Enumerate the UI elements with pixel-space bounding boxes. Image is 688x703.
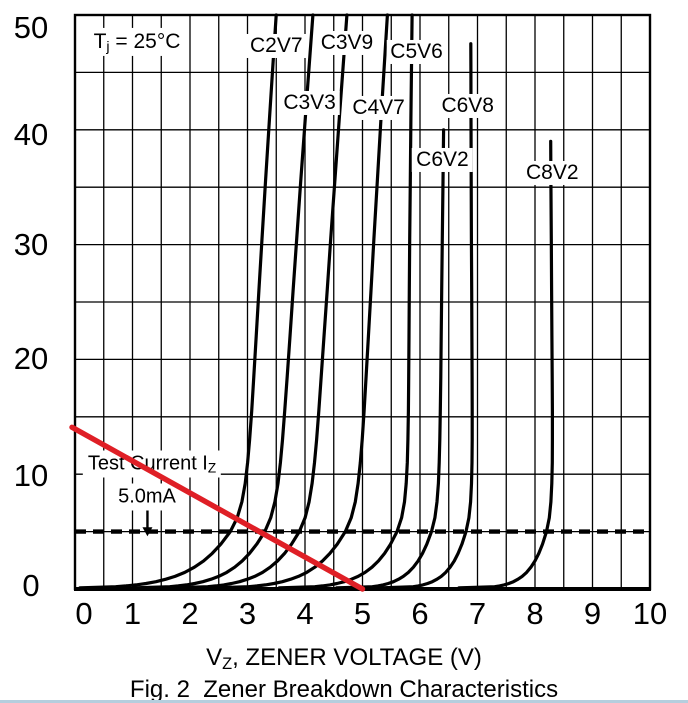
x-tick-label-10: 10 — [632, 596, 668, 631]
x-tick-label-9: 9 — [583, 596, 602, 631]
y-tick-label-50: 50 — [13, 10, 49, 45]
curve-label-C8V2: C8V2 — [521, 161, 583, 186]
x-axis-text: , ZENER VOLTAGE (V) — [232, 644, 482, 671]
curve-C8V2 — [457, 139, 554, 590]
curve-label-C5V6: C5V6 — [386, 39, 447, 64]
curve-label-C4V7: C4V7 — [348, 95, 409, 121]
y-tick-label-20: 20 — [13, 341, 49, 377]
curve-C6V2 — [335, 128, 446, 590]
test-current-label: Test Current IZ — [82, 450, 222, 478]
x-tick-label-7: 7 — [468, 596, 487, 631]
curve-label-C3V3: C3V3 — [279, 91, 340, 116]
temperature-value: = 25°C — [109, 29, 181, 53]
y-tick-label-0: 0 — [22, 568, 40, 603]
curve-C6V8 — [376, 42, 474, 590]
x-tick-label-3: 3 — [238, 596, 257, 631]
x-tick-label-1: 1 — [123, 596, 142, 631]
x-tick-label-8: 8 — [526, 596, 544, 631]
curve-label-C6V8: C6V8 — [437, 93, 498, 118]
x-tick-label-5: 5 — [353, 596, 372, 631]
x-tick-label-4: 4 — [296, 596, 314, 631]
temperature-condition-label: Tj = 25°C — [88, 27, 186, 57]
y-tick-label-30: 30 — [13, 226, 49, 262]
y-tick-label-10: 10 — [13, 458, 49, 494]
test-current-value: 5.0mA — [113, 483, 181, 511]
curve-label-C3V9: C3V9 — [316, 30, 378, 55]
test-current-subscript: Z — [207, 460, 217, 476]
x-tick-label-6: 6 — [411, 596, 429, 631]
test-current-text: Test Current I — [87, 452, 208, 475]
figure-caption: Fig. 2 Zener Breakdown Characteristics — [129, 676, 559, 703]
page-divider-rule — [0, 700, 688, 703]
curve-label-C2V7: C2V7 — [245, 33, 307, 59]
x-axis-symbol: V — [206, 644, 223, 671]
x-tick-label-2: 2 — [181, 596, 199, 631]
temperature-subscript: j — [106, 39, 110, 56]
x-axis-subscript: Z — [222, 654, 233, 673]
x-axis-title: VZ, ZENER VOLTAGE (V) — [206, 644, 482, 673]
curve-label-C6V2: C6V2 — [412, 147, 473, 172]
x-tick-label-0: 0 — [75, 596, 93, 631]
temperature-symbol: T — [93, 29, 107, 53]
y-tick-label-40: 40 — [13, 116, 49, 152]
